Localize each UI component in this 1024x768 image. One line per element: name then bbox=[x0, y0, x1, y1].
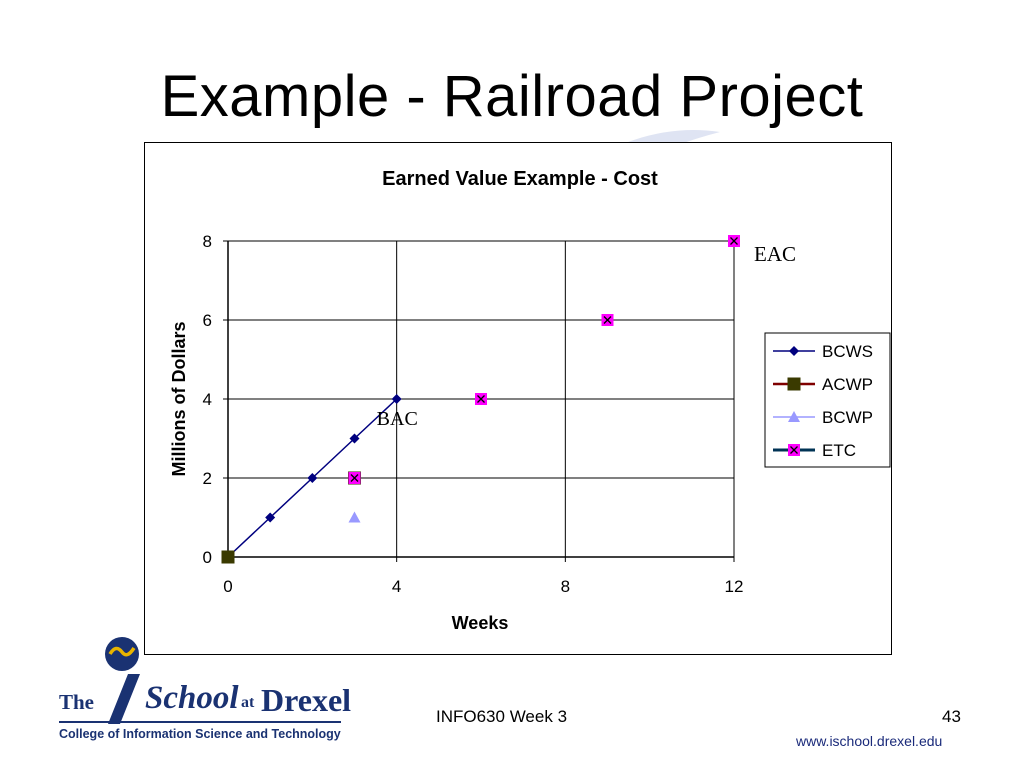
footer-url[interactable]: www.ischool.drexel.edu bbox=[796, 733, 943, 749]
etc-point-cross bbox=[603, 316, 612, 324]
x-tick-label: 8 bbox=[561, 577, 570, 596]
logo-mark-icon bbox=[105, 637, 140, 724]
logo-college-name: College of Information Science and Techn… bbox=[59, 727, 341, 741]
etc-point-cross bbox=[477, 395, 485, 403]
y-tick-label: 2 bbox=[203, 469, 212, 488]
slide-title: Example - Railroad Project bbox=[160, 64, 864, 129]
chart-title: Earned Value Example - Cost bbox=[382, 168, 658, 190]
annotation-bac: BAC bbox=[377, 408, 418, 430]
page-number: 43 bbox=[942, 707, 961, 726]
x-tick-label: 4 bbox=[392, 577, 401, 596]
bcws-point bbox=[307, 473, 318, 483]
chart-frame: Earned Value Example - Cost 0 2 4 6 8 0 4 8 12 Wee… bbox=[144, 142, 892, 655]
logo-drexel: Drexel bbox=[261, 682, 352, 718]
y-tick-label: 0 bbox=[203, 548, 212, 567]
bcws-point bbox=[391, 394, 402, 404]
x-tick-label: 12 bbox=[725, 577, 744, 596]
legend-label-bcwp: BCWP bbox=[822, 408, 873, 427]
acwp-point bbox=[221, 550, 235, 564]
etc-point-cross bbox=[730, 237, 738, 245]
legend-marker-bcwp bbox=[788, 411, 800, 422]
y-axis-label: Millions of Dollars bbox=[169, 321, 189, 476]
ischool-drexel-logo: The School at Drexel College of Informat… bbox=[56, 634, 356, 749]
legend-box bbox=[764, 332, 891, 468]
bcws-point bbox=[349, 433, 360, 444]
x-tick-label: 0 bbox=[223, 577, 232, 596]
y-tick-label: 8 bbox=[203, 232, 212, 251]
legend-label-acwp: ACWP bbox=[822, 375, 873, 394]
logo-rule bbox=[59, 721, 341, 723]
logo-school: School bbox=[145, 680, 239, 716]
legend-label-etc: ETC bbox=[822, 441, 856, 460]
logo-at: at bbox=[241, 694, 255, 711]
legend-marker-etc-cross bbox=[790, 446, 798, 454]
legend-label-bcws: BCWS bbox=[822, 342, 873, 361]
bcwp-point bbox=[348, 511, 361, 523]
y-tick-label: 6 bbox=[203, 311, 212, 330]
y-tick-label: 4 bbox=[203, 390, 212, 409]
x-axis-label: Weeks bbox=[452, 613, 509, 633]
legend-marker-acwp bbox=[787, 377, 801, 391]
earned-value-chart: Earned Value Example - Cost 0 2 4 6 8 0 4 8 12 Wee… bbox=[169, 168, 891, 633]
legend-marker-bcws bbox=[789, 346, 799, 356]
footer-course: INFO630 Week 3 bbox=[436, 707, 568, 726]
annotation-eac: EAC bbox=[754, 242, 796, 266]
logo-the: The bbox=[59, 690, 95, 714]
etc-point-cross bbox=[350, 474, 359, 482]
